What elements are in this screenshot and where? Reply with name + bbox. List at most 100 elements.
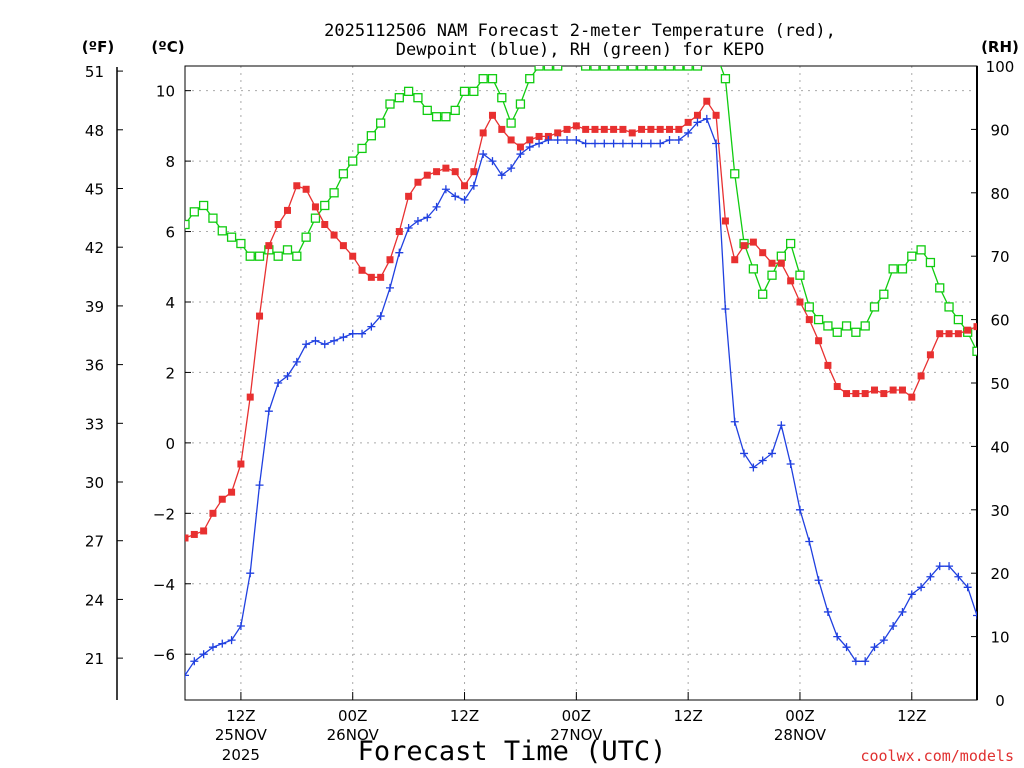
- dewpoint-point: [218, 639, 227, 648]
- x-tick-label: 12Z: [450, 707, 479, 725]
- rh-point: [627, 66, 637, 71]
- dewpoint-point: [768, 449, 777, 458]
- dewpoint-point: [814, 576, 823, 585]
- fahrenheit-axis-unit: (ºF): [82, 38, 114, 56]
- celsius-axis-unit: (ºC): [151, 38, 184, 56]
- celsius-tick-label: 10: [156, 83, 175, 101]
- fahrenheit-tick-label: 21: [85, 650, 104, 668]
- dewpoint-point: [879, 636, 888, 645]
- rh-point: [972, 346, 977, 356]
- rh-point: [767, 270, 777, 280]
- rh-tick-label: 90: [990, 121, 1009, 139]
- temperature-point: [591, 125, 599, 133]
- temperature-point: [684, 118, 692, 126]
- dewpoint-point: [190, 657, 199, 666]
- dewpoint-point: [367, 322, 376, 331]
- rh-point: [413, 93, 423, 103]
- rh-point: [394, 93, 404, 103]
- temperature-point: [228, 488, 236, 496]
- temperature-point: [535, 132, 543, 140]
- dewpoint-point: [907, 590, 916, 599]
- dewpoint-point: [721, 305, 730, 314]
- dewpoint-point: [516, 150, 525, 159]
- temperature-point: [218, 495, 226, 503]
- temperature-point: [293, 182, 301, 190]
- rh-point: [655, 66, 665, 71]
- temperature-point: [712, 111, 720, 119]
- temperature-point: [470, 168, 478, 176]
- x-tick-label: 00Z: [562, 707, 591, 725]
- temperature-point: [871, 386, 879, 394]
- temperature-point: [787, 277, 795, 285]
- dewpoint-point: [777, 421, 786, 430]
- dewpoint-point: [600, 139, 609, 148]
- rh-point: [348, 156, 358, 166]
- temperature-line: [185, 100, 977, 539]
- dewpoint-point: [404, 224, 413, 233]
- temperature-point: [898, 386, 906, 394]
- celsius-tick-label: 6: [165, 224, 175, 242]
- dewpoint-point: [805, 537, 814, 546]
- temperature-point: [721, 217, 729, 225]
- rh-point: [282, 245, 293, 255]
- dewpoint-point: [833, 632, 842, 641]
- dewpoint-point: [311, 336, 320, 345]
- x-tick-date: 26NOV: [327, 726, 380, 744]
- rh-point: [636, 66, 647, 71]
- dewpoint-point: [479, 150, 488, 159]
- dewpoint-point: [973, 611, 977, 620]
- dewpoint-point: [674, 135, 683, 144]
- rh-point: [599, 66, 609, 71]
- temperature-point: [423, 171, 431, 179]
- temperature-point: [405, 192, 413, 200]
- temperature-point: [283, 206, 291, 214]
- dewpoint-point: [451, 192, 460, 201]
- rh-point: [226, 232, 237, 242]
- rh-point: [422, 105, 432, 116]
- temperature-point: [395, 228, 403, 236]
- dewpoint-point: [749, 463, 758, 472]
- temperature-point: [367, 273, 375, 281]
- rh-point: [357, 143, 367, 154]
- rh-point: [189, 207, 199, 217]
- temperature-point: [777, 259, 785, 267]
- dewpoint-point: [730, 417, 739, 426]
- dewpoint-point: [590, 139, 599, 148]
- rh-point: [879, 289, 889, 299]
- rh-point: [851, 327, 861, 337]
- dewpoint-point: [302, 340, 311, 349]
- celsius-tick-label: 2: [165, 364, 175, 382]
- rh-point: [366, 131, 377, 141]
- dewpoint-point: [236, 622, 245, 631]
- rh-point: [292, 251, 302, 261]
- rh-point: [329, 188, 339, 198]
- rh-point: [935, 283, 945, 293]
- temperature-point: [600, 125, 608, 133]
- temperature-point: [666, 125, 674, 133]
- rh-tick-label: 30: [990, 502, 1009, 520]
- rh-point: [748, 264, 759, 274]
- dewpoint-point: [954, 572, 963, 581]
- x-tick-label: 00Z: [785, 707, 814, 725]
- dewpoint-point: [497, 171, 506, 180]
- rh-point: [245, 251, 255, 261]
- dewpoint-point: [889, 622, 898, 631]
- temperature-point: [237, 460, 245, 468]
- temperature-point: [824, 361, 832, 369]
- temperature-point: [302, 185, 310, 193]
- dewpoint-point: [917, 583, 926, 592]
- rh-tick-label: 70: [990, 248, 1009, 266]
- dewpoint-point: [786, 460, 795, 469]
- dewpoint-point: [851, 657, 860, 666]
- rh-point: [273, 251, 283, 261]
- temperature-point: [833, 383, 841, 391]
- rh-point: [888, 264, 898, 274]
- temperature-point: [311, 203, 319, 211]
- dewpoint-point: [376, 312, 385, 321]
- celsius-tick-label: −4: [153, 576, 175, 594]
- fahrenheit-tick-label: 51: [85, 63, 104, 81]
- rh-point: [385, 99, 395, 109]
- rh-point: [338, 169, 349, 179]
- temperature-point: [610, 125, 618, 133]
- temperature-point: [339, 242, 347, 250]
